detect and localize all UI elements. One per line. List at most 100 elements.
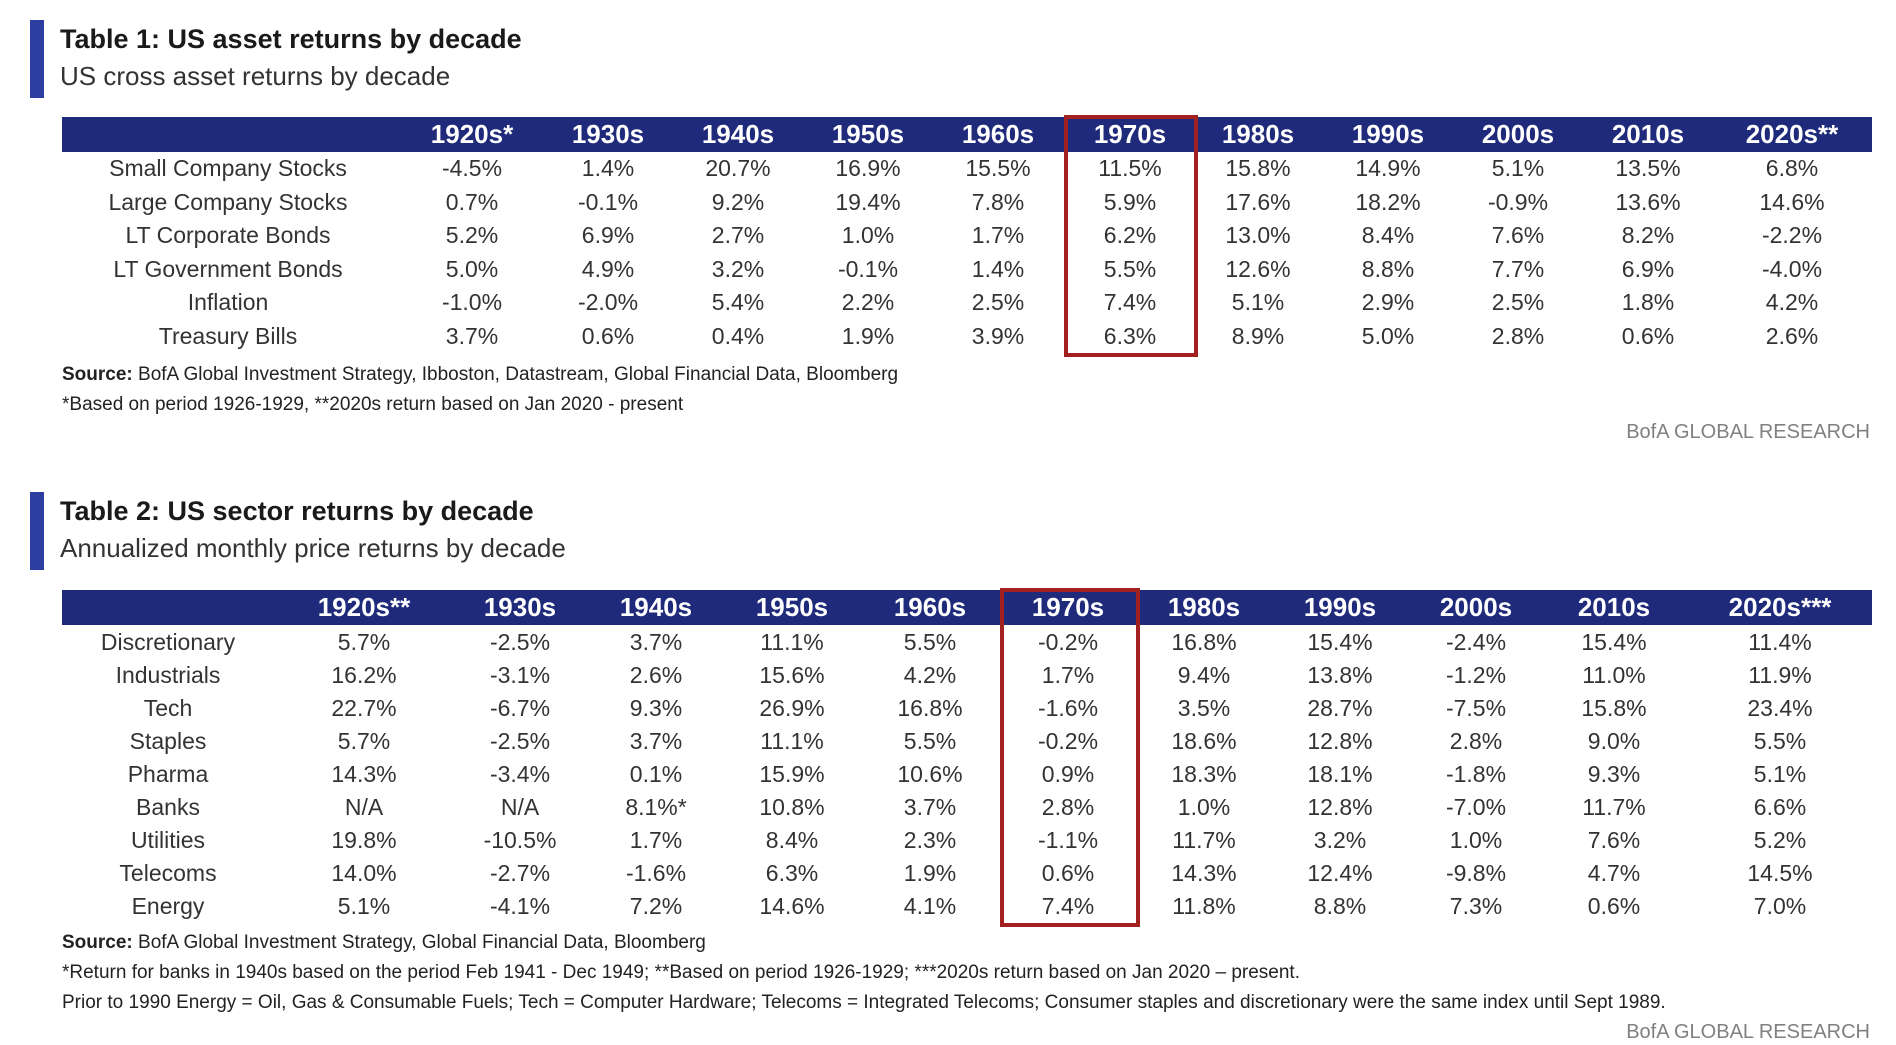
table2-cell: -6.7% [489, 695, 551, 721]
table1-cell: 6.9% [1621, 255, 1675, 282]
table1-cell: 20.7% [705, 155, 771, 181]
table2-cell: 5.5% [903, 728, 957, 754]
table2-cell: 1.7% [1041, 662, 1095, 688]
table2-cell: -3.1% [489, 662, 551, 688]
table2-cell: 18.1% [1307, 761, 1373, 787]
table2-cell: 8.8% [1313, 893, 1367, 919]
table1-cell: 19.4% [835, 188, 901, 215]
table2-row: Banks N/A N/A 8.1%* 10.8% 3.7% 2.8% 1.0% 12.8% -7… [62, 791, 1872, 824]
table2-cell: 14.6% [759, 893, 825, 919]
table1-cell: 6.2% [1103, 222, 1157, 248]
table1-cell: 3.2% [711, 255, 765, 282]
table1-source-label: Source: [62, 364, 133, 385]
table1-col-header-1: 1930s [571, 119, 645, 149]
table2-cell: 15.4% [1581, 629, 1647, 655]
table1-row: Inflation -1.0% -2.0% 5.4% 2.2% 2.5% 7.4% 5.1% 2… [62, 286, 1872, 320]
table1-cell: 6.8% [1765, 155, 1819, 181]
table1-cell: 15.8% [1225, 155, 1291, 181]
table2-cell: 7.2% [629, 893, 683, 919]
table1-cell: 8.8% [1361, 255, 1415, 282]
table2-title: Table 2: US sector returns by decade [60, 496, 534, 526]
table2-cell: -2.4% [1445, 629, 1507, 655]
table2-cell: 1.9% [903, 860, 957, 886]
table1-cell: 6.9% [581, 222, 635, 248]
table1-header-row: 1920s* 1930s 1940s 1950s 1960s 1970s 1980s 1990… [62, 117, 1872, 152]
table1-col-header-0: 1920s* [430, 119, 514, 149]
table2-cell: -10.5% [483, 827, 557, 853]
table2-cell: -9.8% [1445, 860, 1507, 886]
table2-cell: 5.1% [1753, 761, 1807, 787]
table1-col-header-4: 1960s [961, 119, 1035, 149]
table1-cell: 7.4% [1103, 289, 1157, 315]
table2-cell: 16.2% [331, 662, 397, 688]
table2-cell: 18.6% [1171, 728, 1237, 754]
table1-cell: 0.7% [445, 188, 499, 215]
table2-row: Industrials 16.2% -3.1% 2.6% 15.6% 4.2% 1.7% 9.… [62, 659, 1872, 692]
table2-cell: -1.1% [1037, 827, 1099, 853]
table2-subtitle: Annualized monthly price returns by deca… [60, 533, 566, 563]
table1-source-line: Source: BofA Global Investment Strategy,… [62, 360, 898, 390]
table1-source-text: BofA Global Investment Strategy, Ibbosto… [132, 364, 899, 385]
table2-footnote-2: Prior to 1990 Energy = Oil, Gas & Consum… [62, 992, 1666, 1013]
table1-cell: 2.2% [841, 289, 895, 315]
table2-cell: -3.4% [489, 761, 551, 787]
table2-cell: -2.7% [489, 860, 551, 886]
table1-col-header-10: 2020s** [1745, 119, 1839, 149]
table2-cell: -1.8% [1445, 761, 1507, 787]
table2-cell: 5.5% [903, 629, 957, 655]
table2-cell: -7.0% [1445, 794, 1507, 820]
table1-cell: 13.0% [1225, 222, 1291, 248]
table1-cell: -0.1% [837, 255, 899, 282]
table2-cell: 9.3% [1587, 761, 1641, 787]
table2-row: Utilities 19.8% -10.5% 1.7% 8.4% 2.3% -1.1% 11.… [62, 824, 1872, 857]
table2-cell: 18.3% [1171, 761, 1237, 787]
table1-cell: -4.5% [441, 155, 503, 181]
table2-row: Staples 5.7% -2.5% 3.7% 11.1% 5.5% -0.2% 18.6% 1… [62, 725, 1872, 758]
table2-cell: 11.8% [1172, 893, 1236, 919]
table2-row-label: Utilities [130, 827, 206, 853]
table2-cell: 7.3% [1449, 893, 1503, 919]
table2-col-header-5: 1970s [1031, 592, 1105, 622]
table2-row-label: Tech [143, 695, 193, 721]
table1-col-header-8: 2000s [1481, 119, 1555, 149]
table1-cell: 12.6% [1225, 255, 1291, 282]
table2-cell: 19.8% [331, 827, 397, 853]
table2-cell: 15.4% [1307, 629, 1373, 655]
table1-cell: 2.7% [711, 222, 765, 248]
table2-cell: 8.1%* [625, 794, 687, 820]
table2-cell: 7.0% [1753, 893, 1807, 919]
table1-cell: 8.9% [1231, 322, 1285, 349]
table2-cell: 12.8% [1307, 794, 1373, 820]
table1-row-label: LT Government Bonds [113, 255, 343, 282]
table1-row-label: LT Corporate Bonds [125, 222, 331, 248]
table2-cell: 14.3% [1171, 860, 1237, 886]
table1-cell: 3.7% [445, 322, 499, 349]
table2-row-label: Energy [131, 893, 205, 919]
table1-cell: 8.2% [1621, 222, 1675, 248]
table1-cell: 0.6% [581, 322, 635, 349]
table1-cell: 2.8% [1491, 322, 1545, 349]
table1-row-label: Treasury Bills [158, 322, 298, 349]
table1-cell: 5.0% [1361, 322, 1415, 349]
table1-cell: 1.8% [1621, 289, 1675, 315]
table2-source-label: Source: [62, 932, 133, 953]
table2-cell: N/A [500, 794, 540, 820]
table1-cell: -0.1% [577, 188, 639, 215]
table2-col-header-2: 1940s [619, 592, 693, 622]
table1-cell: 5.9% [1103, 188, 1157, 215]
table1-cell: 5.2% [445, 222, 499, 248]
table1-col-header-5: 1970s [1093, 119, 1167, 149]
table2-row-label: Telecoms [119, 860, 217, 886]
table2-brand: BofA GLOBAL RESEARCH [1626, 1021, 1870, 1043]
table2-cell: 15.6% [759, 662, 825, 688]
table2-col-header-4: 1960s [893, 592, 967, 622]
table2-cell: 6.6% [1753, 794, 1807, 820]
table1-row-label: Inflation [187, 289, 269, 315]
table2-cell: -0.2% [1037, 629, 1099, 655]
table2-row: Telecoms 14.0% -2.7% -1.6% 6.3% 1.9% 0.6% 14.3%… [62, 857, 1872, 890]
table1-cell: 2.9% [1361, 289, 1415, 315]
table1-cell: 18.2% [1355, 188, 1421, 215]
table2-notes: Source: BofA Global Investment Strategy,… [62, 928, 1666, 1018]
table2-col-header-8: 2000s [1439, 592, 1513, 622]
table1-cell: 13.5% [1615, 155, 1681, 181]
